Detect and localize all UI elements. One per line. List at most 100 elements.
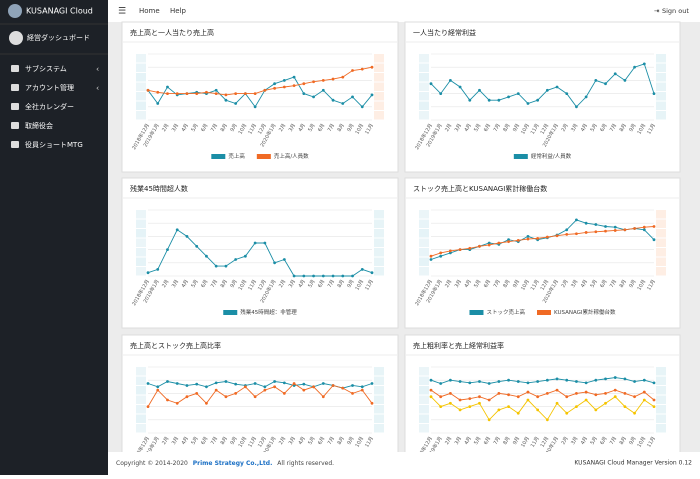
x-tick-label: 9月	[346, 123, 355, 133]
menu-toggle[interactable]: ☰	[118, 7, 126, 17]
x-tick-label: 10月	[520, 123, 531, 136]
data-point	[439, 251, 443, 255]
nav-link[interactable]: Help	[170, 7, 187, 15]
x-tick-label: 12月	[539, 279, 550, 292]
x-tick-label: 11月	[646, 123, 657, 136]
chevron: ‹	[96, 84, 99, 93]
data-point	[468, 381, 472, 385]
data-point	[370, 93, 374, 97]
data-point	[652, 381, 656, 385]
data-point	[302, 388, 306, 392]
data-point	[234, 258, 238, 261]
data-point	[156, 90, 160, 94]
menu-item[interactable]: 役員ショートMTG	[25, 140, 83, 149]
side-box	[136, 248, 146, 257]
x-tick-label: 2月	[560, 123, 569, 133]
data-point	[652, 398, 656, 402]
side-box	[656, 386, 666, 395]
x-tick-label: 10月	[520, 279, 531, 292]
copyright-suffix: All rights reserved.	[277, 460, 334, 467]
data-point	[282, 381, 286, 385]
data-point	[594, 230, 598, 234]
side-box	[136, 386, 146, 395]
data-point	[146, 271, 150, 275]
data-point	[282, 79, 286, 82]
data-point	[642, 390, 646, 394]
data-point	[292, 84, 296, 88]
x-tick-label: 7月	[327, 436, 336, 446]
data-point	[351, 95, 354, 99]
nav-link[interactable]: Home	[139, 7, 160, 15]
x-tick-label: 10月	[636, 279, 647, 292]
x-tick-label: 11月	[530, 123, 541, 136]
x-tick-label: 4月	[464, 279, 473, 289]
side-box	[656, 376, 666, 385]
data-point	[234, 392, 238, 395]
menu-item[interactable]: 取締役会	[25, 121, 53, 130]
data-point	[360, 388, 364, 392]
data-point	[575, 392, 578, 395]
data-point	[312, 385, 315, 389]
data-point	[545, 392, 549, 395]
x-tick-label: 3月	[570, 279, 579, 289]
x-tick-label: 10月	[354, 279, 365, 292]
data-point	[565, 378, 569, 382]
data-point	[224, 395, 228, 399]
x-tick-label: 3月	[454, 436, 463, 446]
data-point	[507, 393, 510, 397]
data-point	[429, 395, 433, 399]
side-box	[419, 111, 429, 120]
data-point	[312, 274, 315, 278]
side-box	[656, 405, 666, 414]
x-tick-label: 12月	[257, 279, 268, 292]
x-tick-label: 7月	[609, 123, 618, 133]
data-point	[613, 72, 617, 76]
data-point	[604, 401, 607, 405]
x-tick-label: 10月	[238, 123, 249, 136]
data-point	[243, 92, 247, 95]
data-point	[439, 92, 443, 95]
data-point	[185, 235, 189, 238]
data-point	[555, 234, 559, 238]
side-box	[374, 229, 384, 238]
data-point	[565, 395, 569, 399]
x-tick-label: 9月	[512, 123, 521, 133]
sidebar	[0, 0, 108, 475]
signout-icon[interactable]: ⇥	[654, 7, 659, 15]
side-box	[419, 82, 429, 91]
side-box	[374, 210, 384, 219]
data-point	[214, 388, 218, 392]
menu-item[interactable]: アカウント管理	[25, 83, 74, 92]
side-box	[136, 82, 146, 91]
brand: KUSANAGI Cloud	[26, 7, 93, 16]
signout[interactable]: Sign out	[662, 7, 689, 15]
data-point	[263, 388, 267, 392]
data-point	[642, 228, 646, 232]
data-point	[302, 92, 306, 95]
company[interactable]: Prime Strategy Co.,Ltd.	[193, 460, 273, 467]
data-point	[478, 88, 481, 92]
legend-label: 経常利益/人員数	[531, 152, 572, 160]
data-point	[468, 246, 472, 250]
menu-item[interactable]: 全社カレンダー	[25, 102, 74, 111]
x-tick-label: 3月	[171, 436, 180, 446]
series-line	[430, 389, 655, 401]
x-tick-label: 4月	[181, 279, 190, 289]
x-tick-label: 9月	[628, 436, 637, 446]
menu-item[interactable]: サブシステム	[25, 64, 67, 73]
x-tick-label: 5月	[590, 436, 599, 446]
x-tick-label: 3月	[288, 279, 297, 289]
data-point	[146, 88, 150, 92]
data-point	[341, 274, 345, 278]
data-point	[458, 248, 462, 252]
x-tick-label: 10月	[238, 279, 249, 292]
x-tick-label: 2月	[560, 436, 569, 446]
x-tick-label: 7月	[210, 123, 219, 133]
data-point	[633, 395, 637, 399]
legend-swatch	[211, 154, 226, 159]
data-point	[487, 382, 491, 385]
chart-title: 売上高と一人当たり売上高	[130, 28, 214, 37]
side-box	[136, 73, 146, 82]
